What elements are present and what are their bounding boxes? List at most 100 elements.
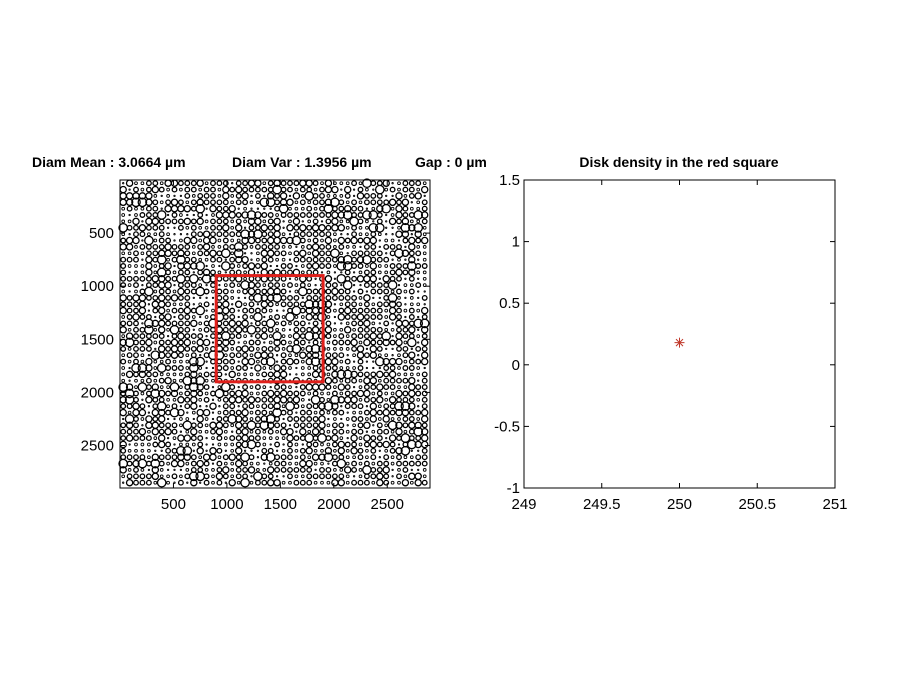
disk [339, 251, 344, 256]
disk [133, 186, 139, 193]
disk [235, 441, 242, 448]
disk [196, 459, 204, 468]
disk [409, 296, 414, 300]
disk [279, 236, 288, 245]
disk [414, 192, 422, 200]
disk [254, 263, 261, 269]
disk [133, 390, 139, 397]
disk [261, 345, 268, 352]
disk-map-axes-frame [119, 179, 431, 489]
disk [254, 192, 261, 199]
disk [157, 434, 166, 442]
disk [420, 326, 429, 334]
disk [254, 275, 261, 282]
disk [211, 289, 215, 294]
disk [356, 389, 365, 398]
disk [365, 219, 369, 224]
disk [164, 243, 172, 251]
disk [385, 233, 388, 236]
disk [197, 231, 204, 238]
disk [351, 320, 358, 327]
disk [222, 180, 229, 187]
disk [184, 282, 191, 289]
disk [356, 192, 365, 200]
disk [266, 249, 275, 258]
disk [210, 192, 216, 199]
disk [422, 257, 427, 262]
disk [203, 288, 210, 295]
y-tick-label: 1 [512, 234, 520, 251]
disk [417, 290, 420, 293]
disk [209, 447, 217, 455]
disk [282, 417, 285, 421]
disk [299, 466, 306, 473]
disk [394, 401, 404, 412]
disk [358, 410, 363, 415]
disk [240, 477, 250, 488]
disk [340, 233, 343, 236]
disk [173, 283, 176, 287]
disk [145, 186, 152, 193]
disk [337, 447, 346, 455]
disk [404, 258, 407, 261]
disk [365, 455, 369, 460]
disk [376, 409, 383, 416]
disk [125, 198, 134, 207]
disk [242, 288, 249, 295]
disk [126, 314, 133, 320]
disk [331, 434, 339, 442]
disk [241, 440, 249, 449]
disk [177, 459, 185, 468]
disk [261, 231, 268, 238]
disk [384, 391, 389, 396]
disk [326, 429, 331, 434]
disk [281, 436, 286, 440]
disk [237, 207, 240, 210]
disk [370, 199, 377, 206]
disk [171, 243, 178, 250]
disk [402, 237, 409, 244]
disk [377, 353, 382, 358]
disk [402, 212, 409, 218]
disk [234, 326, 243, 334]
density-ticks: 249 249.5 250 250.5 251-1-0.500.511.5 [494, 172, 847, 513]
disk [281, 480, 286, 485]
disk [338, 294, 345, 301]
disk [222, 320, 229, 327]
disk [288, 480, 292, 485]
disk [153, 436, 158, 440]
disk [262, 283, 267, 287]
disk [210, 282, 216, 289]
disk [126, 460, 133, 467]
disk [363, 371, 370, 378]
disk [300, 404, 305, 409]
disk [211, 417, 215, 421]
disk [133, 275, 139, 282]
disk [274, 250, 281, 257]
disk [339, 327, 344, 332]
disk [191, 245, 196, 249]
disk [185, 366, 190, 370]
disk [292, 332, 301, 340]
disk [141, 283, 144, 287]
disk [145, 357, 153, 366]
disk [345, 417, 350, 421]
disk [397, 443, 401, 446]
disk [275, 264, 279, 268]
disk [287, 294, 293, 301]
disk [133, 352, 139, 359]
disk [223, 461, 228, 466]
disk [389, 263, 396, 269]
disk [121, 366, 126, 370]
disk [365, 430, 369, 433]
disk [184, 473, 191, 480]
disk [216, 218, 223, 225]
disk [204, 225, 209, 230]
disk [165, 237, 172, 244]
disk [241, 192, 249, 200]
disk [185, 461, 190, 466]
disk [145, 377, 152, 384]
disk [261, 307, 268, 314]
disk [274, 345, 281, 352]
disk [151, 472, 160, 481]
